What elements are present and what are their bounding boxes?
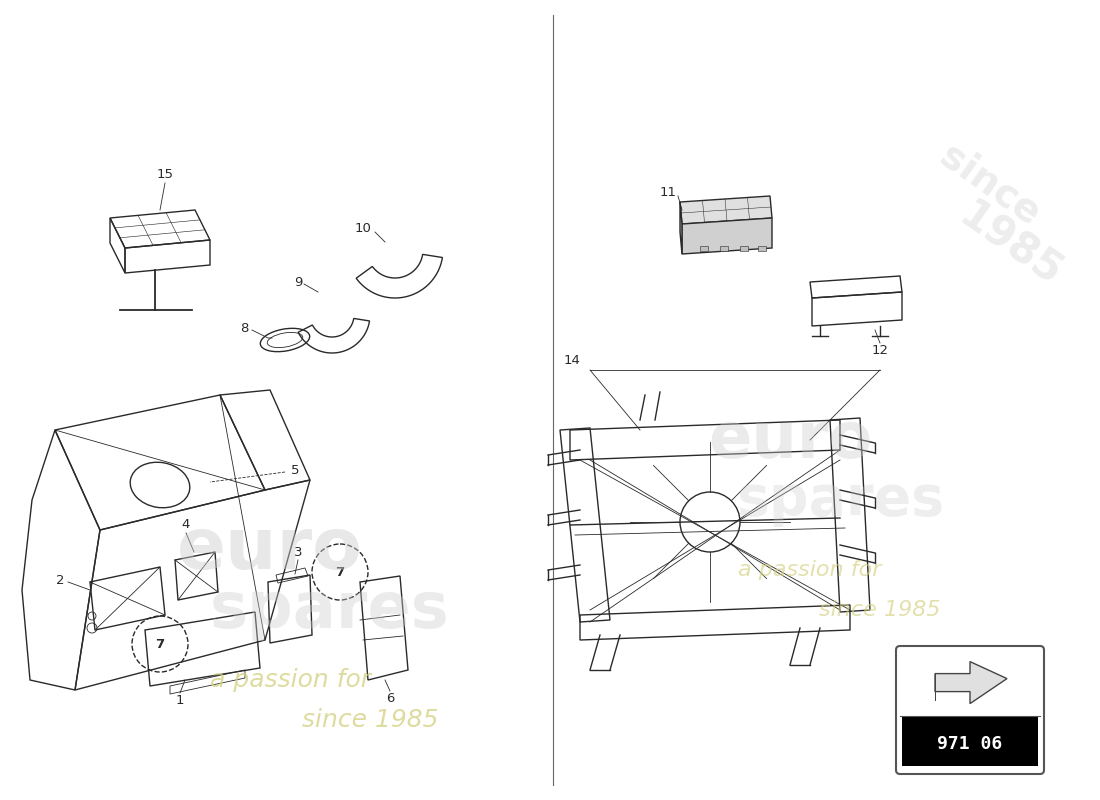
Polygon shape [682,218,772,254]
Text: 1: 1 [176,694,185,706]
FancyBboxPatch shape [740,246,748,251]
Polygon shape [680,202,682,254]
Text: since 1985: since 1985 [301,708,438,732]
Text: 3: 3 [294,546,302,558]
Text: a passion for: a passion for [209,668,371,692]
FancyBboxPatch shape [700,246,708,251]
Text: euro: euro [708,409,872,471]
Polygon shape [935,662,1006,704]
Text: 10: 10 [354,222,372,234]
Text: 12: 12 [871,343,889,357]
Text: 971 06: 971 06 [937,734,1002,753]
FancyBboxPatch shape [758,246,766,251]
Text: 5: 5 [290,463,299,477]
FancyBboxPatch shape [902,716,1038,766]
Text: 14: 14 [563,354,581,366]
Text: 15: 15 [156,169,174,182]
Polygon shape [680,196,772,224]
Text: 7: 7 [336,566,344,578]
Text: since: since [933,137,1047,233]
Text: 7: 7 [155,638,165,650]
Text: 2: 2 [56,574,64,586]
Text: 1985: 1985 [950,194,1069,295]
Text: spares: spares [210,579,450,641]
Text: 8: 8 [240,322,249,334]
Text: 4: 4 [182,518,190,531]
Text: a passion for: a passion for [738,560,882,580]
Text: 9: 9 [294,275,302,289]
Text: 6: 6 [386,691,394,705]
FancyBboxPatch shape [720,246,728,251]
Text: since 1985: since 1985 [820,600,940,620]
Text: euro: euro [177,515,363,585]
Text: spares: spares [736,473,944,527]
Text: 11: 11 [660,186,676,198]
FancyBboxPatch shape [902,652,1038,718]
FancyBboxPatch shape [896,646,1044,774]
